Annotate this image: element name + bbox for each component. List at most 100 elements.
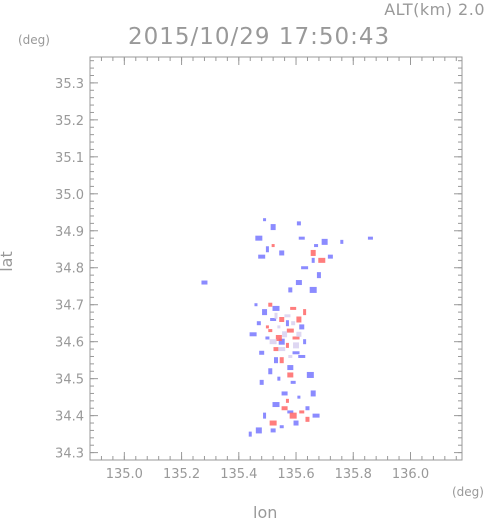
- data-point-negative: [327, 254, 333, 259]
- data-point-negative: [287, 365, 294, 371]
- data-point-positive: [292, 336, 300, 340]
- data-point-negative: [248, 431, 252, 437]
- data-point-negative: [290, 380, 296, 384]
- data-point-negative: [274, 357, 278, 364]
- data-point-negative: [301, 266, 309, 270]
- data-point-positive: [303, 309, 307, 316]
- data-point-positive: [318, 257, 326, 263]
- data-point-negative: [272, 305, 280, 311]
- data-point-negative: [293, 420, 299, 426]
- data-point-negative: [311, 257, 315, 263]
- y-tick-label: 34.9: [55, 225, 84, 240]
- data-point-negative: [292, 351, 300, 355]
- data-point-negative: [309, 286, 317, 293]
- altitude-label: ALT(km) 2.0: [384, 0, 485, 19]
- data-point-positive: [275, 334, 282, 341]
- chart-title: 2015/10/29 17:50:43: [128, 24, 391, 50]
- y-tick-label: 34.3: [55, 447, 84, 462]
- data-point-negative: [314, 244, 319, 248]
- data-point-negative: [278, 338, 285, 345]
- data-point-negative: [263, 412, 267, 419]
- data-point-negative: [305, 406, 310, 411]
- y-tick-label: 35.0: [55, 188, 84, 203]
- data-point-negative: [321, 238, 328, 245]
- data-point-negative: [255, 427, 262, 434]
- y-unit-label: (deg): [18, 33, 50, 47]
- data-point-near-zero: [269, 339, 277, 345]
- data-point-positive: [265, 325, 269, 329]
- data-point-negative: [310, 390, 316, 397]
- y-tick-label: 34.7: [55, 299, 84, 314]
- data-point-negative: [306, 371, 314, 378]
- data-point-negative: [270, 224, 276, 231]
- x-axis-label: lon: [253, 503, 278, 522]
- y-tick-label: 35.3: [55, 77, 84, 92]
- data-point-negative: [268, 368, 273, 375]
- data-point-positive: [305, 416, 310, 422]
- x-tick-label: 136.0: [392, 467, 429, 482]
- data-point-negative: [249, 332, 257, 337]
- data-point-positive: [310, 249, 316, 256]
- data-point-positive: [287, 372, 294, 378]
- data-point-near-zero: [278, 347, 286, 352]
- data-point-negative: [298, 354, 306, 358]
- data-point-near-zero: [282, 331, 288, 338]
- y-tick-label: 34.5: [55, 373, 84, 388]
- data-point-negative: [265, 336, 270, 340]
- data-point-negative: [256, 321, 261, 326]
- data-point-negative: [312, 413, 320, 418]
- data-point-negative: [258, 254, 266, 259]
- x-unit-label: (deg): [452, 485, 484, 499]
- data-point-near-zero: [293, 342, 300, 349]
- data-point-near-zero: [291, 321, 296, 326]
- data-point-negative: [281, 391, 288, 396]
- data-point-negative: [296, 221, 301, 226]
- data-point-positive: [285, 398, 289, 403]
- data-point-negative: [279, 425, 284, 429]
- data-point-negative: [262, 309, 268, 316]
- data-point-positive: [268, 302, 273, 307]
- data-point-negative: [295, 280, 302, 286]
- x-tick-label: 135.8: [335, 467, 372, 482]
- data-point-negative: [297, 395, 301, 399]
- data-point-positive: [279, 317, 285, 323]
- data-point-negative: [367, 236, 373, 240]
- data-point-negative: [254, 303, 258, 307]
- x-tick-label: 135.4: [220, 467, 257, 482]
- y-tick-label: 35.1: [55, 151, 84, 166]
- data-point-near-zero: [288, 354, 293, 358]
- data-point-negative: [303, 339, 307, 345]
- data-point-near-zero: [277, 325, 281, 329]
- data-point-positive: [279, 357, 284, 364]
- data-point-negative: [298, 236, 305, 240]
- data-point-positive: [273, 347, 279, 352]
- x-tick-label: 135.6: [277, 467, 314, 482]
- data-point-negative: [265, 246, 269, 253]
- data-point-negative: [272, 402, 280, 408]
- data-point-positive: [290, 306, 297, 310]
- data-point-negative: [299, 324, 305, 330]
- data-point-negative: [259, 379, 264, 385]
- data-point-negative: [255, 235, 263, 241]
- y-tick-label: 35.2: [55, 114, 84, 129]
- data-point-negative: [288, 287, 293, 293]
- data-point-negative: [259, 350, 265, 355]
- x-tick-label: 135.0: [106, 467, 143, 482]
- data-point-near-zero: [296, 331, 302, 337]
- data-point-positive: [286, 328, 294, 333]
- data-point-negative: [270, 318, 277, 322]
- y-tick-label: 34.8: [55, 262, 84, 277]
- data-point-negative: [316, 272, 321, 279]
- data-point-positive: [271, 244, 275, 248]
- data-point-negative: [270, 428, 276, 433]
- data-point-negative: [263, 218, 267, 222]
- data-point-positive: [281, 406, 288, 411]
- y-tick-label: 34.4: [55, 410, 84, 425]
- data-point-negative: [340, 239, 344, 244]
- plot-frame: [89, 56, 463, 461]
- data-point-positive: [296, 316, 302, 323]
- data-point-negative: [285, 320, 289, 327]
- data-point-negative: [287, 410, 294, 414]
- y-tick-label: 34.6: [55, 336, 84, 351]
